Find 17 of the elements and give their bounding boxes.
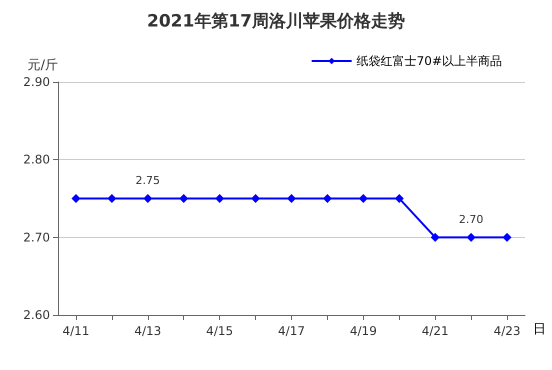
x-tick-label: 4/19 [350, 324, 377, 338]
y-tick-label: 2.90 [23, 75, 50, 89]
y-axis-title: 元/斤 [28, 58, 58, 73]
x-tick-label: 4/13 [134, 324, 162, 338]
data-label: 2.70 [458, 212, 484, 226]
chart-title: 2021年第17周洛川苹果价格走势 [147, 12, 405, 32]
x-tick-label: 4/11 [62, 324, 90, 338]
x-tick-label: 4/17 [278, 324, 305, 338]
y-tick-label: 2.60 [23, 308, 50, 322]
x-axis-title: 日 [533, 322, 546, 337]
x-tick-label: 4/21 [422, 324, 449, 338]
x-tick-label: 4/23 [494, 324, 521, 338]
legend-label: 纸袋红富士70#以上半商品 [356, 54, 502, 68]
x-tick-label: 4/15 [206, 324, 234, 338]
y-tick-label: 2.80 [23, 152, 50, 167]
data-label: 2.75 [136, 174, 160, 187]
y-tick-label: 2.70 [23, 230, 50, 244]
